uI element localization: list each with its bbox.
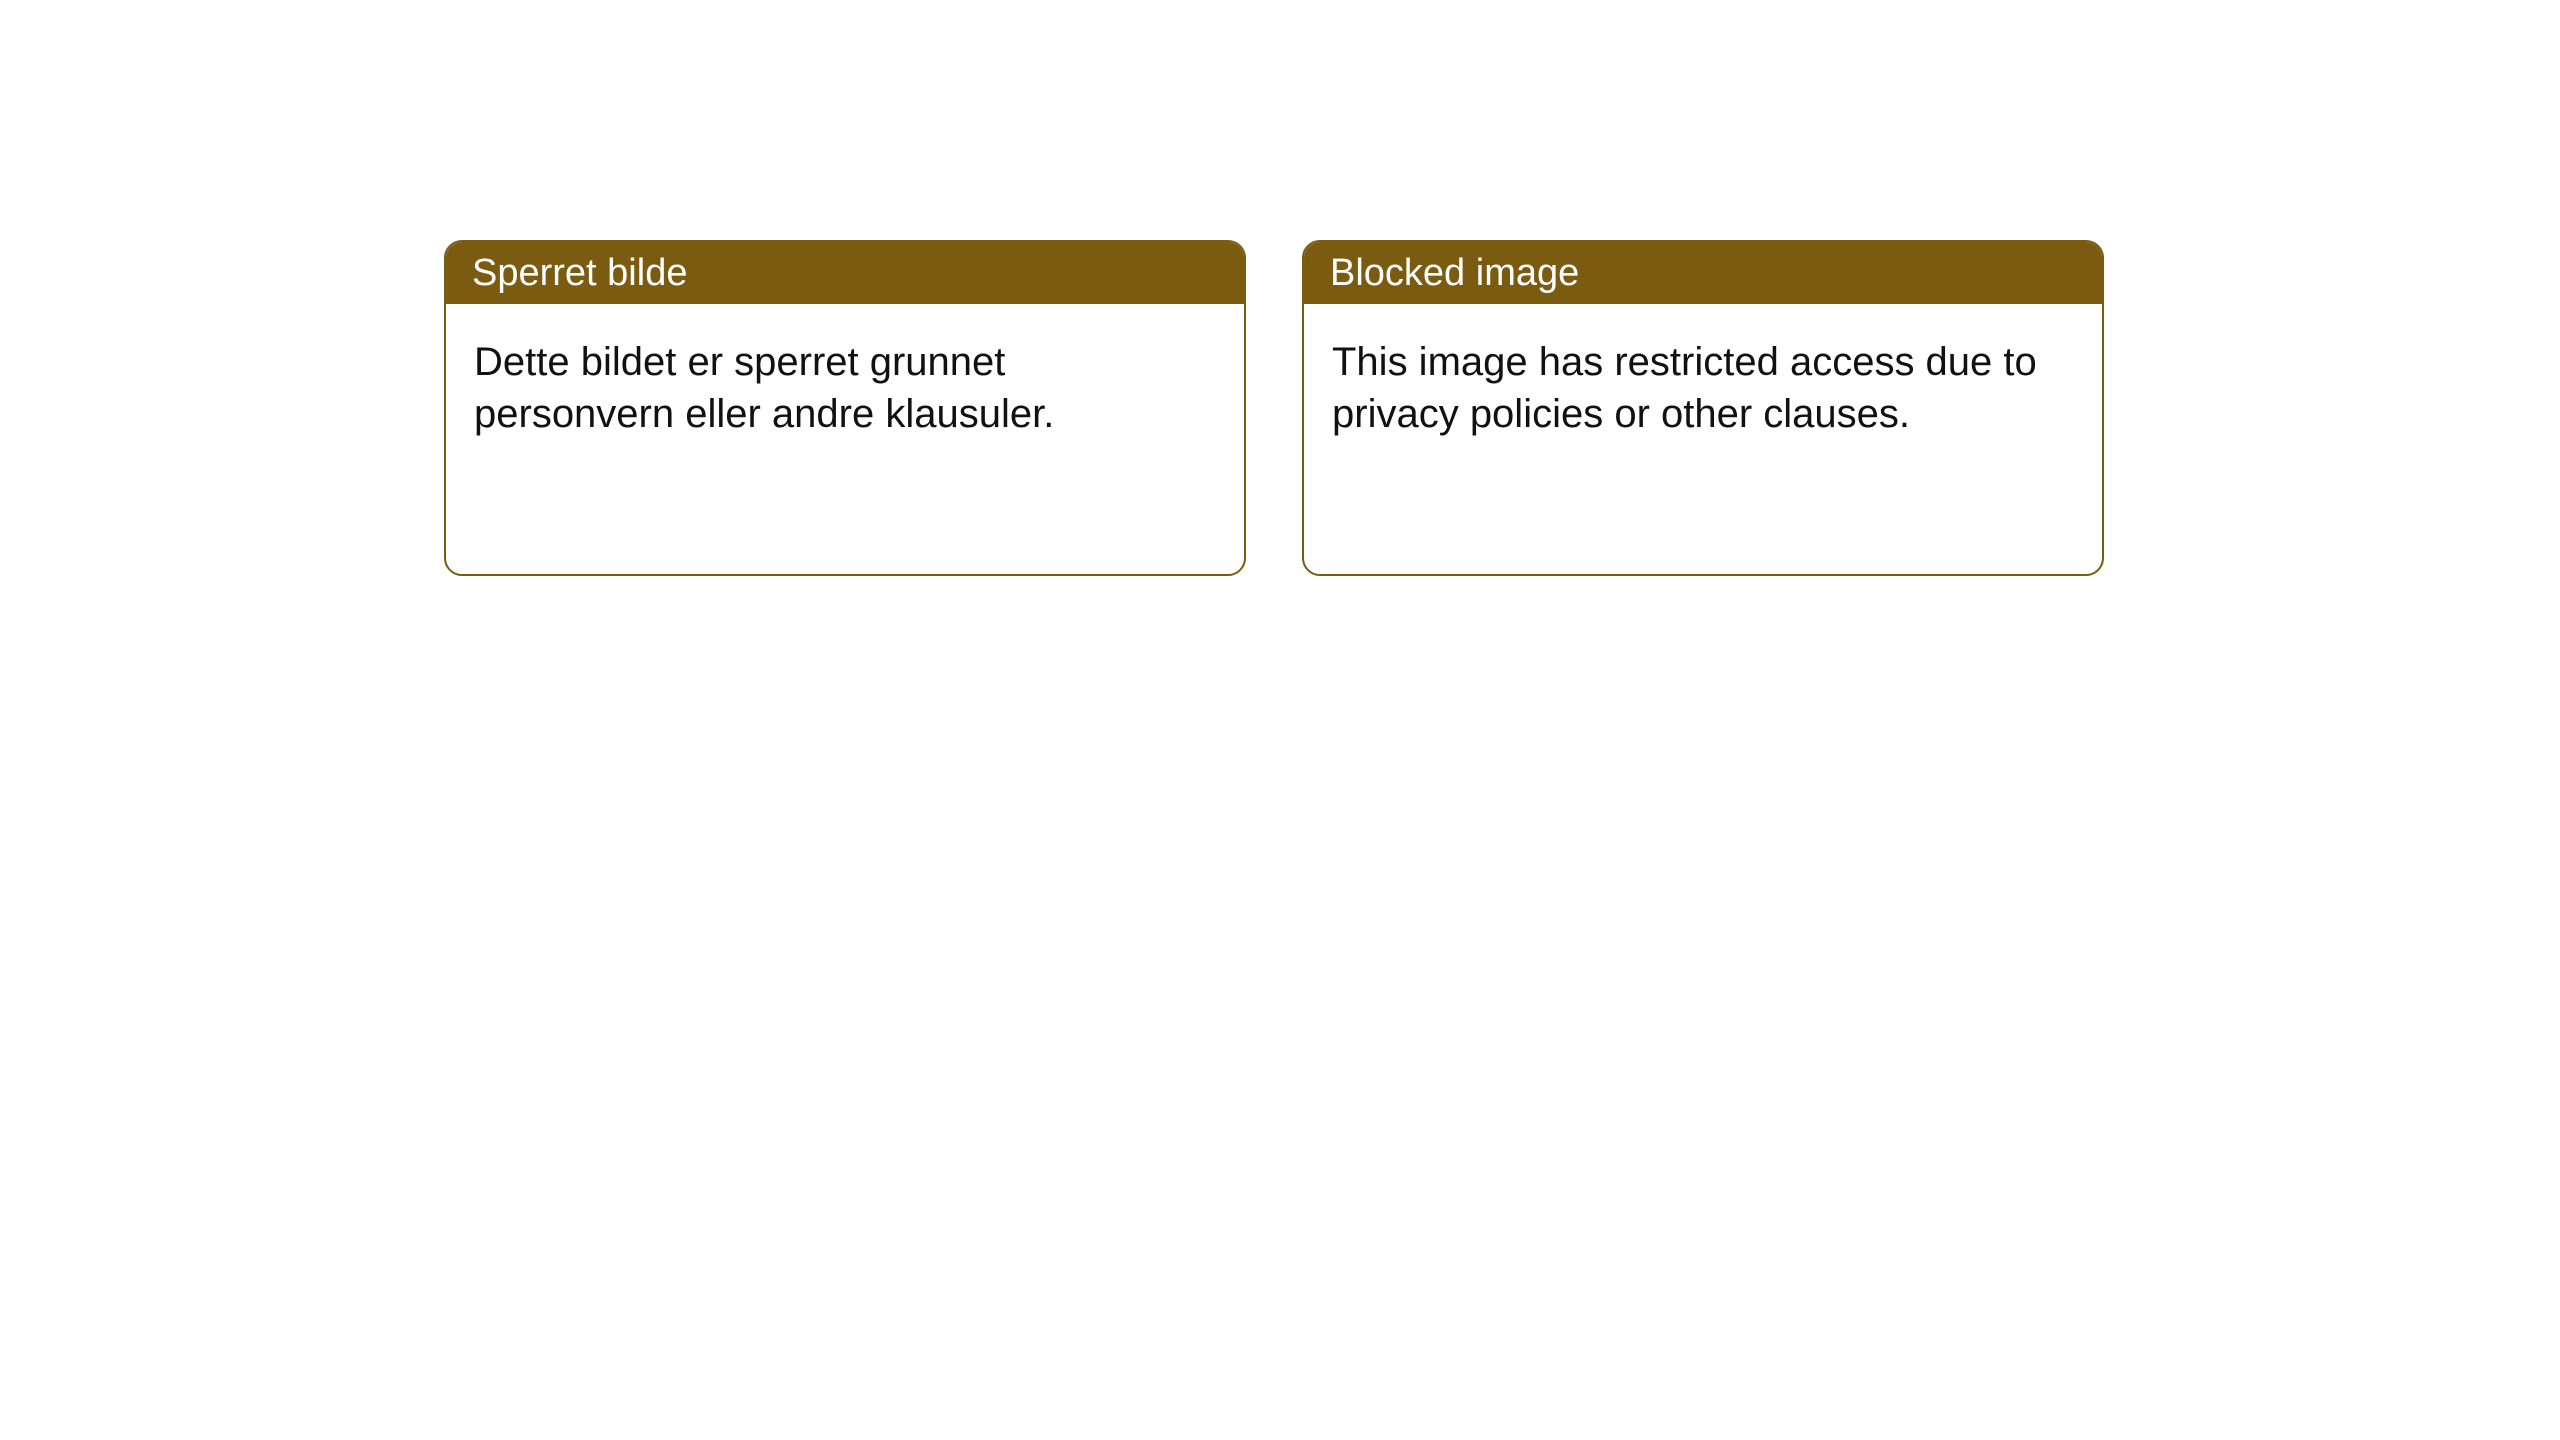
notice-card-title: Blocked image xyxy=(1330,252,1579,295)
notice-card-english: Blocked image This image has restricted … xyxy=(1302,240,2104,576)
notice-card-norwegian: Sperret bilde Dette bildet er sperret gr… xyxy=(444,240,1246,576)
notice-card-header: Blocked image xyxy=(1304,242,2102,304)
notice-card-title: Sperret bilde xyxy=(472,252,687,295)
notice-card-header: Sperret bilde xyxy=(446,242,1244,304)
page: Sperret bilde Dette bildet er sperret gr… xyxy=(0,0,2560,1440)
notice-card-body: This image has restricted access due to … xyxy=(1304,304,2102,440)
notice-card-body: Dette bildet er sperret grunnet personve… xyxy=(446,304,1244,440)
notice-cards-row: Sperret bilde Dette bildet er sperret gr… xyxy=(444,240,2104,576)
